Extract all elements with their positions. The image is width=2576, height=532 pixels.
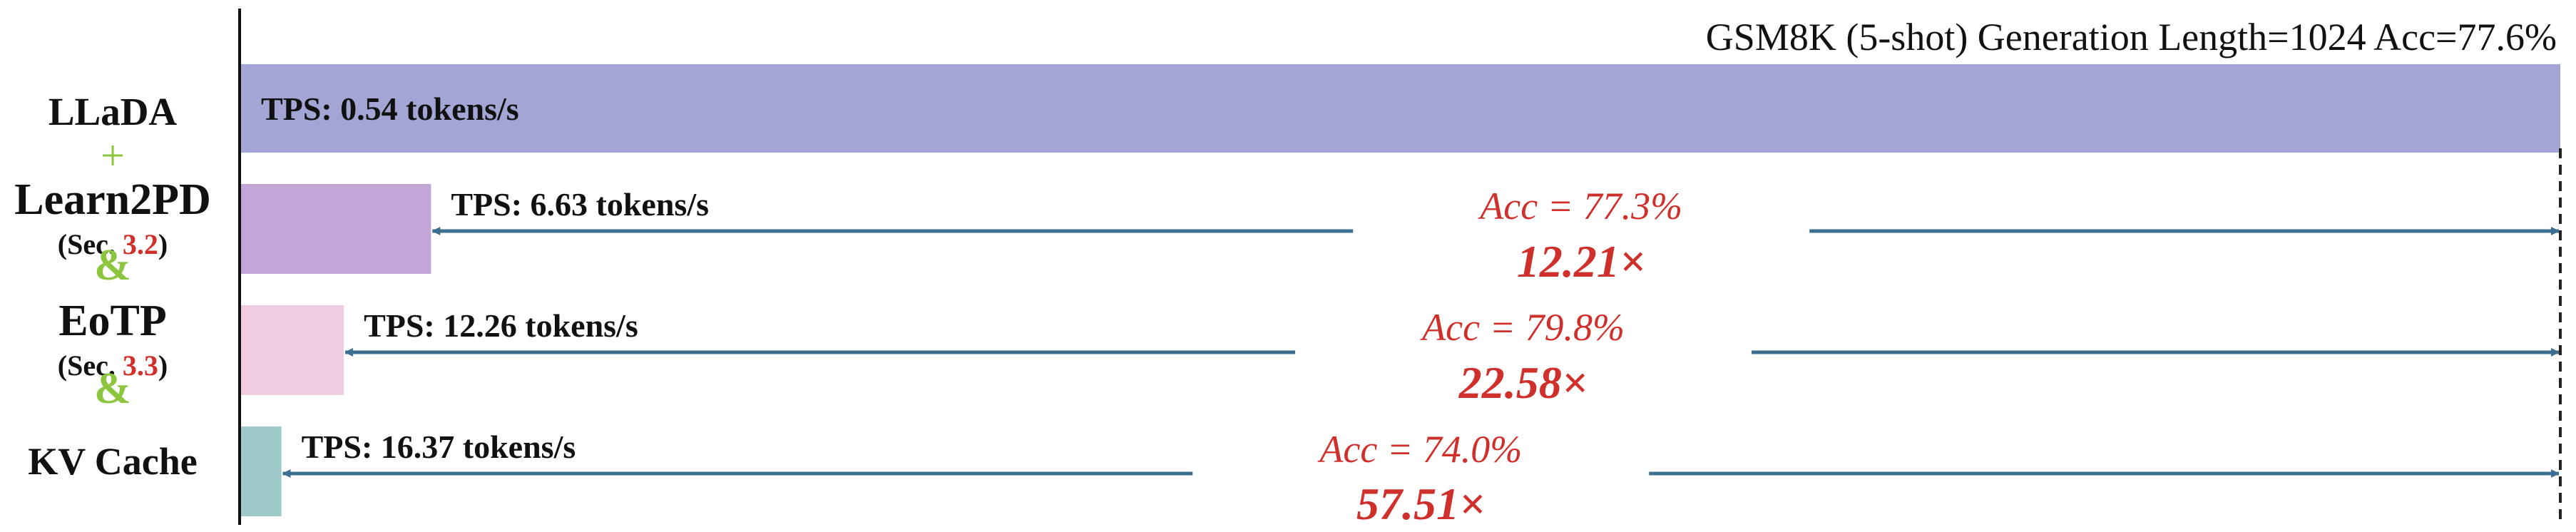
bar-label-3: TPS: 16.37 tokens/s (302, 429, 576, 465)
bar-3 (241, 426, 282, 516)
y-label-note-4: (Sec. 3.3) (58, 349, 168, 382)
speedup-label-1: 12.21× (1517, 236, 1645, 287)
y-label-note-2: (Sec. 3.2) (58, 228, 168, 260)
y-label-4: EoTP (58, 297, 167, 345)
bar-label-2: TPS: 12.26 tokens/s (364, 307, 638, 344)
chart-title: GSM8K (5-shot) Generation Length=1024 Ac… (1706, 16, 2557, 58)
y-label-0: LLaDA (48, 90, 178, 133)
bar-label-1: TPS: 6.63 tokens/s (451, 186, 709, 222)
acc-label-3: Acc = 74.0% (1317, 428, 1522, 471)
y-label-5: & (94, 364, 131, 413)
y-label-6: KV Cache (28, 440, 198, 483)
y-axis-labels: LLaDA+Learn2PD(Sec. 3.2)&EoTP(Sec. 3.3)&… (14, 90, 211, 483)
annotations-group: TPS: 0.54 tokens/s TPS: 6.63 tokens/s Acc … (261, 91, 2560, 529)
bar-0 (241, 64, 2560, 153)
speedup-label-3: 57.51× (1356, 479, 1485, 529)
bars-group (241, 64, 2560, 516)
y-label-3: & (94, 241, 131, 290)
bar-label-0: TPS: 0.54 tokens/s (261, 91, 519, 127)
speedup-label-2: 22.58× (1458, 357, 1588, 408)
bar-2 (241, 305, 344, 395)
acc-label-1: Acc = 77.3% (1478, 185, 1682, 227)
y-label-2: Learn2PD (14, 175, 211, 224)
y-label-1: + (101, 132, 125, 179)
bar-1 (241, 184, 431, 274)
acc-label-2: Acc = 79.8% (1420, 306, 1625, 349)
